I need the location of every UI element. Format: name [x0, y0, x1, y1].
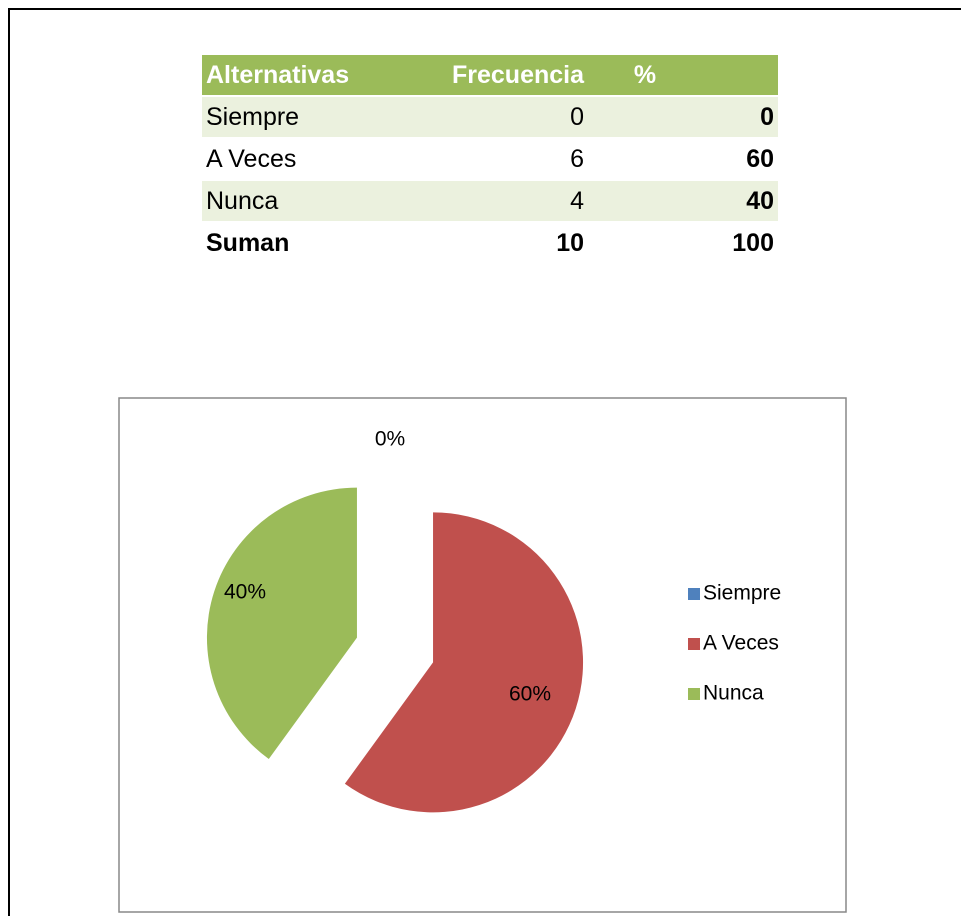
data-label: 40% — [224, 581, 266, 604]
page-frame — [8, 8, 961, 916]
table-cell: 100 — [732, 228, 774, 257]
data-label: 60% — [509, 683, 551, 706]
legend-swatch — [688, 588, 700, 600]
table-row: Alternativas Frecuencia% — [202, 55, 778, 95]
legend-label: A Veces — [703, 632, 779, 655]
data-label: 0% — [375, 428, 405, 451]
table-cell: Alternativas — [202, 55, 410, 95]
table-cell: Nunca — [202, 181, 410, 221]
table-row: Siempre 0 0 — [202, 97, 778, 137]
table-cell: 60 — [746, 144, 774, 173]
table-cell: Frecuencia — [410, 55, 588, 95]
pie-slice — [206, 487, 357, 759]
legend-swatch — [688, 688, 700, 700]
table-cell: Suman — [206, 228, 290, 257]
legend-swatch — [688, 638, 700, 650]
table-cell: 0 — [410, 97, 588, 137]
table-cell: 6 — [570, 144, 584, 173]
table-row: A Veces 6 60 — [202, 139, 778, 179]
table-cell: 10 — [556, 228, 584, 257]
table-cell: 40 — [588, 181, 778, 221]
table-cell: Siempre — [202, 97, 410, 137]
pie-slice — [344, 512, 584, 813]
legend-label: Nunca — [703, 682, 764, 705]
table-cell: A Veces — [206, 144, 297, 173]
table-cell: 0 — [588, 97, 778, 137]
table-row: Nunca 4 40 — [202, 181, 778, 221]
table-row: Suman 10 100 — [202, 223, 778, 263]
legend-label: Siempre — [703, 582, 781, 605]
table-cell: % — [588, 55, 778, 95]
frequency-table: Alternativas Frecuencia% Siempre 0 0 A Veces 6… — [202, 53, 778, 265]
table-cell: 4 — [410, 181, 588, 221]
